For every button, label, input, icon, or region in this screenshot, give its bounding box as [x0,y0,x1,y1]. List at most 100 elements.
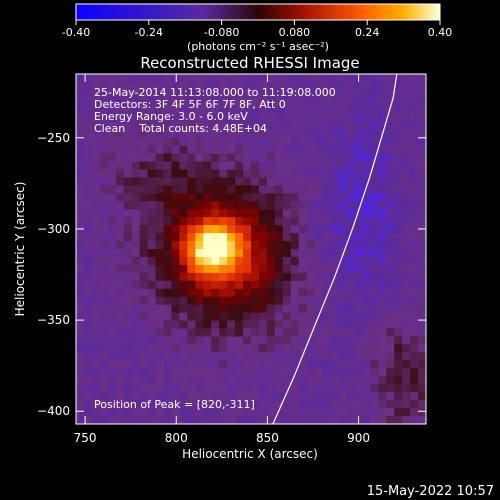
heatmap-cell [147,225,156,234]
heatmap-cell [123,368,133,377]
heatmap-cell [99,320,109,329]
heatmap-cell [306,193,316,202]
heatmap-cell [251,336,260,345]
heatmap-cell [203,288,212,298]
heatmap-cell [402,328,411,337]
heatmap-cell [298,280,308,290]
heatmap-cell [346,145,355,154]
heatmap-cell [187,201,196,210]
heatmap-cell [147,145,156,154]
heatmap-cell [282,400,292,409]
heatmap-cell [258,169,268,178]
heatmap-cell [330,209,339,218]
heatmap-cell [227,296,236,306]
heatmap-cell [362,360,371,369]
heatmap-cell [290,392,300,401]
heatmap-cell [163,121,172,131]
heatmap-cell [274,280,284,290]
heatmap-cell [386,241,395,250]
heatmap-cell [227,352,236,361]
heatmap-cell [290,272,300,282]
heatmap-cell [203,161,212,170]
heatmap-cell [282,105,292,115]
heatmap-cell [131,256,141,266]
heatmap-cell [115,376,125,385]
heatmap-cell [91,129,101,139]
heatmap-cell [418,105,426,115]
heatmap-cell [187,217,196,226]
heatmap-cell [83,384,93,393]
heatmap-cell [123,272,133,282]
heatmap-cell [83,185,93,194]
heatmap-cell [235,256,244,266]
heatmap-cell [139,288,148,298]
heatmap-cell [91,113,101,123]
heatmap-cell [147,105,156,115]
heatmap-cell [322,137,331,146]
heatmap-cell [235,296,244,306]
heatmap-cell [83,368,93,377]
heatmap-cell [131,105,141,115]
heatmap-cell [211,193,220,202]
heatmap-cell [76,408,85,417]
heatmap-cell [266,217,276,226]
heatmap-cell [330,193,339,202]
heatmap-cell [107,169,117,178]
heatmap-cell [211,129,220,139]
heatmap-cell [394,241,403,250]
heatmap-cell [338,97,347,107]
heatmap-cell [282,121,292,131]
heatmap-cell [115,193,125,202]
heatmap-cell [187,241,196,250]
heatmap-cell [251,312,260,321]
heatmap-cell [410,249,419,258]
heatmap-cell [171,312,180,321]
heatmap-cell [107,400,117,409]
heatmap-cell [322,193,331,202]
heatmap-cell [378,113,387,123]
heatmap-cell [219,217,228,226]
heatmap-cell [362,209,371,218]
heatmap-cell [314,256,323,266]
heatmap-cell [322,145,331,154]
heatmap-cell [163,304,172,314]
heatmap-cell [243,368,252,377]
heatmap-cell [330,113,339,123]
heatmap-cell [155,312,164,321]
heatmap-cell [99,264,109,274]
heatmap-cell [418,288,426,298]
heatmap-cell [195,177,204,186]
heatmap-cell [290,209,300,218]
heatmap-cell [131,264,141,274]
heatmap-cell [394,392,403,401]
heatmap-cell [219,280,228,290]
heatmap-cell [306,153,316,162]
heatmap-cell [227,264,236,274]
heatmap-cell [346,400,355,409]
heatmap-cell [354,344,363,353]
heatmap-cell [91,336,101,345]
heatmap-cell [219,153,228,162]
heatmap-cell [418,97,426,107]
heatmap-cell [354,169,363,178]
heatmap-cell [258,121,268,131]
heatmap-cell [251,129,260,139]
heatmap-cell [306,344,316,353]
heatmap-cell [274,384,284,393]
heatmap-cell [378,105,387,115]
heatmap-cell [290,137,300,146]
heatmap-cell [91,145,101,154]
heatmap-cell [91,392,101,401]
heatmap-cell [290,97,300,107]
heatmap-cell [362,272,371,282]
heatmap-cell [330,400,339,409]
heatmap-cell [306,225,316,234]
heatmap-cell [139,177,148,186]
heatmap-cell [99,360,109,369]
heatmap-cell [123,169,133,178]
heatmap-cell [266,169,276,178]
heatmap-cell [123,344,133,353]
heatmap-cell [266,145,276,154]
heatmap-cell [394,233,403,242]
heatmap-cell [402,384,411,393]
